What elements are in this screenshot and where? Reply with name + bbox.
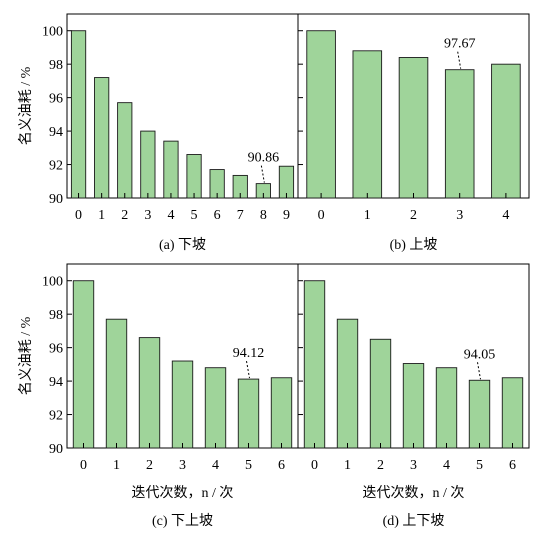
panel-c-xtick-label-4: 4 [212, 458, 219, 473]
panel-a-xtick-label-3: 3 [144, 208, 151, 223]
panel-a-leader-line [260, 165, 265, 183]
panel-c-xtick-label-3: 3 [179, 458, 186, 473]
panel-c-data-label: 94.12 [233, 346, 265, 361]
panel-a-xtick-label-7: 7 [237, 208, 244, 223]
panel-c-ytick-label-5: 100 [42, 275, 63, 290]
panel-a-xtick-label-2: 2 [121, 208, 128, 223]
panel-a-ylabel: 名义油耗 / % [18, 66, 34, 145]
panel-c-ylabel: 名义油耗 / % [18, 316, 34, 395]
panel-a-xtick-label-6: 6 [214, 208, 221, 223]
panel-a-ytick-label-1: 92 [49, 159, 63, 174]
panel-d-xlabel: 迭代次数，n / 次 [363, 485, 465, 501]
panel-d-caption: (d) 上下坡 [383, 513, 445, 529]
panel-a-bar-5 [186, 154, 202, 199]
panel-a-xtick-label-4: 4 [167, 208, 174, 223]
panel-b-bar-0 [306, 30, 336, 199]
panel-c-xtick-label-5: 5 [245, 458, 252, 473]
panel-d-xtick-label-6: 6 [509, 458, 516, 473]
panel-c-bar-5 [237, 378, 260, 449]
panel-a-caption: (a) 下坡 [159, 237, 206, 253]
panel-c-leader-line [246, 360, 250, 379]
panel-c-ytick-label-1: 92 [49, 409, 63, 424]
panel-d-xtick-label-0: 0 [311, 458, 318, 473]
panel-d-xtick-label-4: 4 [443, 458, 450, 473]
panel-c-xtick-label-6: 6 [278, 458, 285, 473]
panel-d-bar-0 [303, 280, 326, 449]
panel-d-data-label: 94.05 [464, 347, 496, 362]
panel-b-caption: (b) 上坡 [390, 237, 438, 253]
panel-c-xtick-label-2: 2 [146, 458, 153, 473]
panel-b-leader-line [457, 51, 462, 69]
panel-d-xtick-label-5: 5 [476, 458, 483, 473]
panel-c-xlabel: 迭代次数，n / 次 [132, 485, 234, 501]
panel-d-leader-line [477, 362, 481, 380]
panel-d-bar-2 [369, 338, 392, 449]
panel-b-data-label: 97.67 [444, 37, 476, 52]
panel-a-ytick-label-2: 94 [49, 125, 63, 140]
panel-b-xtick-label-0: 0 [318, 208, 325, 223]
panel-a-xtick-label-5: 5 [191, 208, 198, 223]
panel-d-bar-1 [336, 318, 359, 449]
panel-c-xtick-label-1: 1 [113, 458, 120, 473]
panel-a-xtick-label-0: 0 [75, 208, 82, 223]
panel-b-xtick-label-3: 3 [456, 208, 463, 223]
panel-a-ytick-label-3: 96 [49, 92, 63, 107]
panel-d-bar-6 [501, 377, 524, 449]
panel-b-xtick-label-4: 4 [502, 208, 509, 223]
panel-a-bar-3 [140, 130, 156, 199]
panel-d-xtick-label-1: 1 [344, 458, 351, 473]
panel-d-bar-4 [435, 367, 458, 449]
panel-c-caption: (c) 下上坡 [152, 513, 213, 529]
panel-a-bar-2 [117, 102, 133, 199]
panel-a-bar-1 [94, 77, 110, 199]
panel-a-bar-0 [70, 30, 87, 199]
panel-a-ytick-label-0: 90 [49, 192, 63, 207]
panel-d-bar-5 [468, 379, 491, 449]
panel-a-ytick-label-4: 98 [49, 58, 63, 73]
panel-a-ytick-label-5: 100 [42, 25, 63, 40]
panel-c-bar-3 [171, 360, 194, 449]
panel-d-xtick-label-2: 2 [377, 458, 384, 473]
panel-c-bar-0 [72, 280, 95, 449]
panel-c-xtick-label-0: 0 [80, 458, 87, 473]
panel-a-data-label: 90.86 [248, 151, 280, 166]
panel-c-bar-2 [138, 337, 161, 449]
panel-c-ytick-label-3: 96 [49, 342, 63, 357]
panel-a-xtick-label-1: 1 [98, 208, 105, 223]
panel-a-xtick-label-8: 8 [260, 208, 267, 223]
panel-d-xtick-label-3: 3 [410, 458, 417, 473]
panel-c-bar-4 [204, 367, 227, 449]
panel-b-xtick-label-1: 1 [364, 208, 371, 223]
panel-c-ytick-label-2: 94 [49, 375, 63, 390]
panel-b-bar-2 [398, 57, 429, 199]
panel-b-xtick-label-2: 2 [410, 208, 417, 223]
panel-a-xtick-label-9: 9 [283, 208, 290, 223]
panel-a-bar-4 [163, 140, 179, 199]
panel-c-ytick-label-4: 98 [49, 308, 63, 323]
panel-b-bar-4 [491, 63, 521, 199]
panel-d-bar-3 [402, 363, 425, 449]
panel-c-bar-6 [270, 377, 293, 449]
panel-b-bar-1 [352, 50, 383, 199]
panel-c-bar-1 [105, 318, 128, 449]
panel-c-ytick-label-0: 90 [49, 442, 63, 457]
panel-b-bar-3 [444, 69, 475, 199]
